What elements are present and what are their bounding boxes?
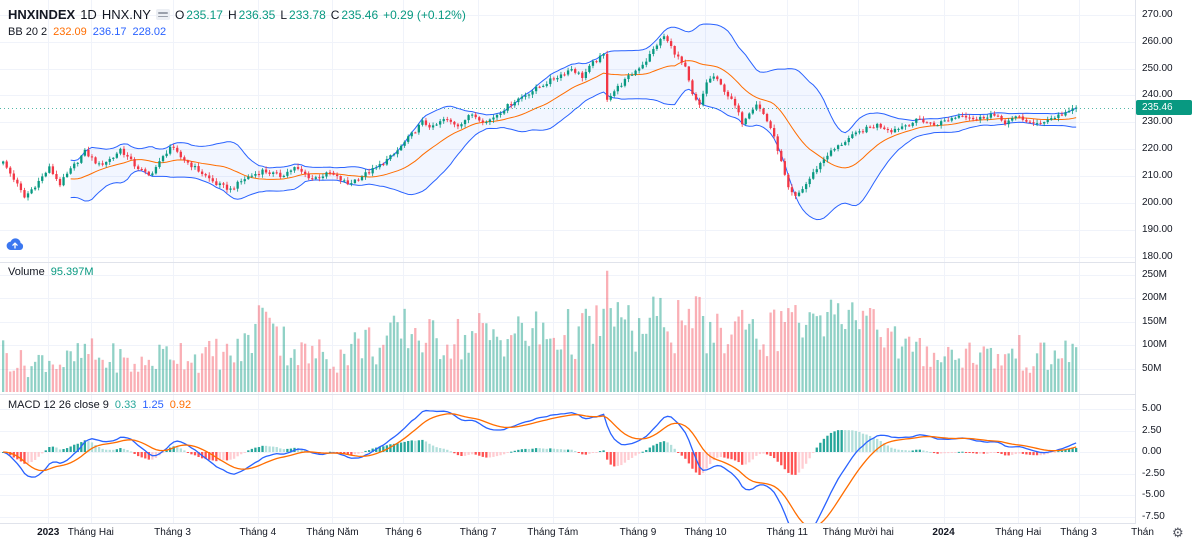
time-axis-label: Tháng Năm (306, 527, 359, 538)
price-tick: 200.00 (1142, 196, 1173, 208)
close-value: 235.46 (341, 7, 379, 22)
macd-tick: 5.00 (1142, 403, 1162, 414)
time-axis-label: Tháng Tám (527, 527, 579, 538)
settings-gear-icon[interactable]: ⚙ (1172, 525, 1184, 540)
bollinger-legend[interactable]: BB 20 2 232.09 236.17 228.02 (8, 26, 166, 38)
price-tick: 240.00 (1142, 89, 1173, 101)
price-axis[interactable]: 270.00 260.00 250.00 240.00 230.00 220.00 210.… (1136, 0, 1200, 524)
time-axis-label: Tháng 4 (239, 527, 277, 538)
macd-tick: -2.50 (1142, 467, 1165, 479)
last-price-badge: 235.46 (1136, 100, 1192, 116)
price-tick: 180.00 (1142, 250, 1173, 262)
time-axis-label: Tháng 9 (619, 527, 657, 538)
main-legend: HNXINDEX 1D HNX.NY O 235.17 H 236.35 L 2… (8, 7, 466, 22)
cloud-sync-icon[interactable] (5, 236, 25, 257)
time-axis-label: Tháng 3 (154, 527, 191, 538)
time-axis-label: Tháng 11 (766, 527, 808, 538)
bb-lower-value: 228.02 (132, 26, 167, 38)
bb-basis-value: 232.09 (53, 26, 87, 38)
low-pair: L 233.78 (280, 8, 325, 22)
macd-label: MACD 12 26 close 9 (8, 399, 109, 411)
volume-legend[interactable]: Volume 95.397M (8, 266, 94, 278)
time-axis-label: Tháng Hai (67, 527, 114, 538)
volume-tick: 250M (1142, 268, 1168, 280)
low-value: 233.78 (289, 7, 326, 22)
bb-label: BB 20 2 (8, 26, 48, 38)
time-axis-separator (0, 523, 1200, 524)
price-tick: 220.00 (1142, 143, 1173, 155)
high-pair: H 236.35 (228, 8, 275, 22)
macd-tick: 0.00 (1142, 446, 1162, 457)
bb-upper-value: 236.17 (92, 26, 127, 38)
high-value: 236.35 (238, 7, 276, 22)
macd-tick: -5.00 (1142, 489, 1165, 500)
symbol-name[interactable]: HNXINDEX (8, 7, 76, 22)
volume-value: 95.397M (50, 266, 94, 278)
price-tick: 260.00 (1142, 35, 1173, 47)
time-axis-label: Tháng 10 (684, 527, 727, 538)
pane-separator-macd[interactable] (0, 394, 1200, 395)
time-axis-label: Tháng 7 (459, 527, 497, 538)
time-axis-label: Thán (1131, 527, 1154, 538)
symbol-menu-icon[interactable] (155, 9, 170, 20)
pane-separator-volume[interactable] (0, 262, 1200, 263)
low-label: L (280, 7, 288, 22)
price-tick: 230.00 (1142, 116, 1173, 128)
time-axis-label: 2023 (37, 527, 60, 538)
price-tick: 210.00 (1142, 169, 1173, 181)
change-value: +0.29 (+0.12%) (383, 7, 466, 22)
macd-tick: 2.50 (1142, 424, 1162, 436)
time-axis-label: Tháng 6 (385, 527, 422, 538)
macd-legend[interactable]: MACD 12 26 close 9 0.33 1.25 0.92 (8, 399, 191, 411)
macd-signal-value: 0.92 (169, 399, 192, 411)
volume-tick: 150M (1142, 315, 1168, 327)
time-axis-label: Tháng 3 (1060, 527, 1097, 538)
volume-tick: 100M (1142, 339, 1168, 350)
price-axis-separator (1135, 0, 1136, 541)
open-pair: O 235.17 (175, 8, 223, 22)
exchange-label[interactable]: HNX.NY (101, 7, 151, 22)
price-tick: 190.00 (1142, 223, 1173, 235)
interval-label[interactable]: 1D (80, 7, 97, 22)
macd-tick: -7.50 (1142, 510, 1165, 522)
volume-tick: 50M (1142, 362, 1162, 374)
open-value: 235.17 (186, 7, 223, 22)
time-axis-label: Tháng Mười hai (822, 527, 894, 538)
high-label: H (227, 7, 237, 22)
macd-line-value: 1.25 (142, 399, 164, 411)
price-tick: 270.00 (1142, 8, 1173, 20)
time-axis-label: 2024 (932, 527, 955, 538)
macd-hist-value: 0.33 (114, 399, 137, 411)
time-axis[interactable]: 2023 Tháng Hai Tháng 3 Tháng 4 Tháng Năm Thán… (0, 524, 1200, 541)
open-label: O (174, 7, 185, 22)
price-tick: 250.00 (1142, 62, 1173, 74)
close-pair: C 235.46 (331, 8, 378, 22)
close-label: C (330, 7, 340, 22)
volume-tick: 200M (1142, 292, 1168, 303)
time-axis-label: Tháng Hai (995, 527, 1042, 538)
volume-label: Volume (8, 266, 45, 278)
